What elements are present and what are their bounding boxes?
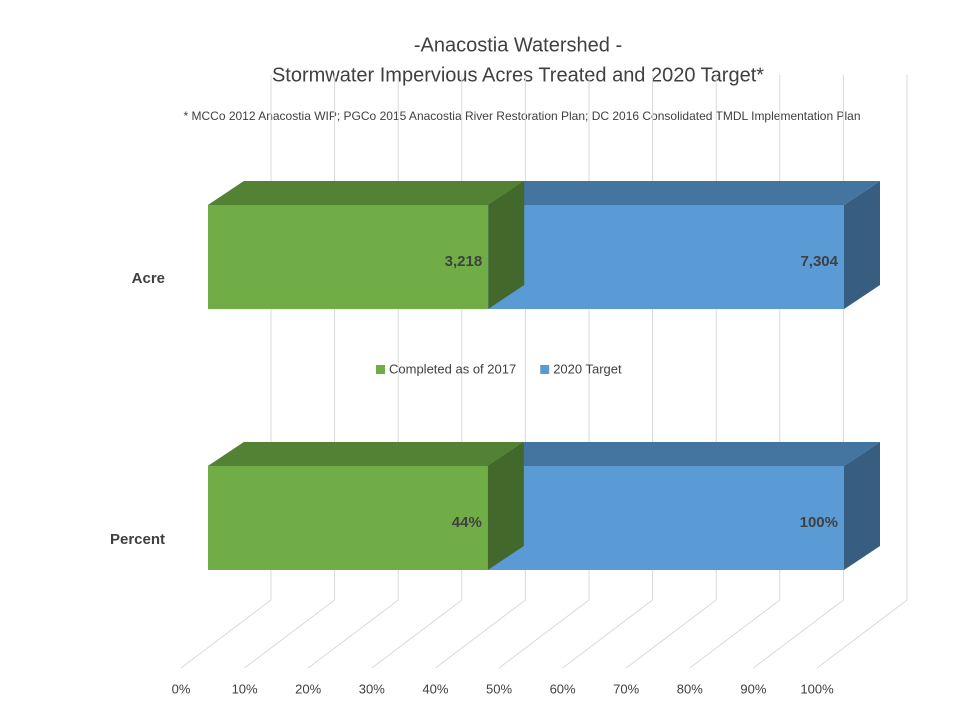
legend-label: Completed as of 2017 (389, 361, 516, 376)
bar-side (488, 181, 525, 309)
x-tick-label: 40% (422, 681, 448, 696)
legend-swatch (376, 365, 385, 374)
chart-title: Stormwater Impervious Acres Treated and … (272, 64, 764, 86)
data-label: 7,304 (800, 253, 838, 270)
x-tick-label: 0% (172, 681, 191, 696)
x-tick-label: 70% (613, 681, 639, 696)
x-tick-label: 20% (295, 681, 321, 696)
chart-title: -Anacostia Watershed - (414, 34, 622, 56)
bar (208, 466, 488, 570)
data-label: 44% (452, 514, 482, 531)
x-tick-label: 50% (486, 681, 512, 696)
x-tick-label: 90% (740, 681, 766, 696)
bar-side (487, 442, 524, 570)
bar-side (844, 442, 880, 570)
x-tick-label: 100% (800, 681, 834, 696)
x-tick-label: 60% (550, 681, 576, 696)
data-label: 100% (800, 514, 838, 531)
bar-top (208, 181, 525, 205)
x-tick-label: 10% (232, 681, 258, 696)
x-tick-label: 80% (677, 681, 703, 696)
legend-label: 2020 Target (553, 361, 622, 376)
bar-side (844, 181, 880, 309)
chart-subtitle: * MCCo 2012 Anacostia WIP; PGCo 2015 Ana… (183, 109, 860, 123)
bar (208, 205, 489, 309)
legend: Completed as of 2017 2020 Target (376, 361, 622, 376)
x-tick-label: 30% (359, 681, 385, 696)
legend-swatch (540, 365, 550, 374)
data-label: 3,218 (445, 253, 483, 270)
grid-line (816, 75, 908, 669)
y-tick-label: Percent (110, 531, 165, 548)
y-tick-label: Acre (132, 270, 165, 287)
bar-top (208, 442, 524, 466)
bars: Acre 7,304 3,218 Percent 100% 44% (110, 181, 880, 570)
